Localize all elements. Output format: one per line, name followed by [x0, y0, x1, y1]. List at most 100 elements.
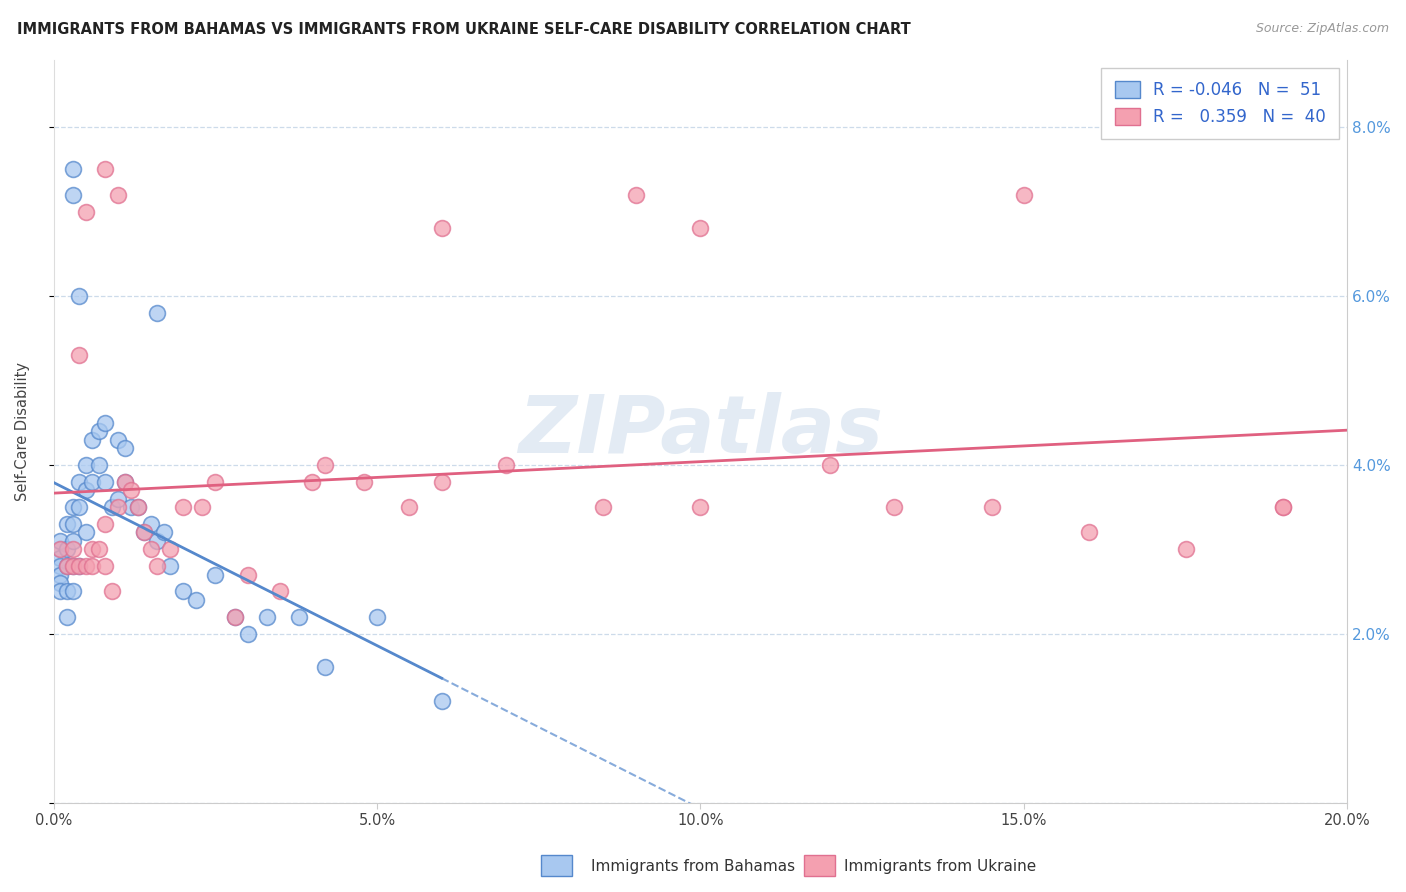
Point [101, 584, 124, 599]
Point [62, 516, 84, 531]
Point [87, 424, 110, 438]
Point [256, 609, 278, 624]
Point [224, 609, 246, 624]
Point [94, 416, 117, 430]
Point [159, 559, 181, 574]
Point [184, 593, 207, 607]
Y-axis label: Self-Care Disability: Self-Care Disability [15, 361, 30, 500]
Text: IMMIGRANTS FROM BAHAMAS VS IMMIGRANTS FROM UKRAINE SELF-CARE DISABILITY CORRELAT: IMMIGRANTS FROM BAHAMAS VS IMMIGRANTS FR… [17, 22, 911, 37]
Point [624, 187, 647, 202]
Point [75, 483, 97, 498]
Point [94, 475, 117, 489]
Point [204, 475, 226, 489]
Point [49, 576, 72, 591]
Point [139, 542, 162, 557]
Point [82, 542, 104, 557]
Point [55, 559, 77, 574]
Point [689, 221, 711, 235]
Point [134, 525, 156, 540]
Point [172, 500, 194, 514]
Point [301, 475, 323, 489]
Legend: R = -0.046   N =  51, R =   0.359   N =  40: R = -0.046 N = 51, R = 0.359 N = 40 [1101, 68, 1339, 139]
Text: ZIPatlas: ZIPatlas [517, 392, 883, 470]
Point [87, 458, 110, 472]
Point [159, 542, 181, 557]
Point [980, 500, 1002, 514]
Point [107, 187, 129, 202]
Point [204, 567, 226, 582]
Point [495, 458, 517, 472]
Point [146, 306, 169, 320]
Point [689, 500, 711, 514]
Point [49, 533, 72, 548]
Point [592, 500, 614, 514]
Point [82, 433, 104, 447]
Point [55, 516, 77, 531]
Point [139, 516, 162, 531]
Point [94, 559, 117, 574]
Point [94, 162, 117, 177]
Point [75, 525, 97, 540]
Point [146, 533, 169, 548]
Point [314, 660, 336, 674]
Point [314, 458, 336, 472]
Point [430, 694, 453, 708]
Point [49, 542, 72, 557]
Point [430, 221, 453, 235]
Point [62, 584, 84, 599]
Point [114, 475, 136, 489]
Point [269, 584, 291, 599]
Point [127, 500, 149, 514]
Point [1077, 525, 1099, 540]
Point [62, 533, 84, 548]
Point [82, 559, 104, 574]
Point [101, 500, 124, 514]
Point [146, 559, 169, 574]
Point [69, 559, 91, 574]
Point [120, 500, 142, 514]
Point [75, 204, 97, 219]
Point [49, 542, 72, 557]
Point [55, 584, 77, 599]
Point [69, 289, 91, 303]
Point [62, 542, 84, 557]
Point [152, 525, 174, 540]
Point [236, 567, 259, 582]
Point [114, 441, 136, 455]
Point [366, 609, 388, 624]
Point [107, 500, 129, 514]
Point [353, 475, 375, 489]
Point [107, 433, 129, 447]
Point [49, 567, 72, 582]
Point [49, 584, 72, 599]
Point [49, 559, 72, 574]
Point [398, 500, 420, 514]
Text: Source: ZipAtlas.com: Source: ZipAtlas.com [1256, 22, 1389, 36]
Point [55, 559, 77, 574]
Point [69, 500, 91, 514]
Point [172, 584, 194, 599]
Point [127, 500, 149, 514]
Point [69, 475, 91, 489]
Point [62, 162, 84, 177]
Point [883, 500, 905, 514]
Point [62, 500, 84, 514]
Point [236, 626, 259, 640]
Point [224, 609, 246, 624]
Point [69, 348, 91, 362]
Point [49, 550, 72, 565]
Point [288, 609, 311, 624]
Point [62, 559, 84, 574]
Point [55, 609, 77, 624]
Point [1012, 187, 1035, 202]
Point [114, 475, 136, 489]
Point [191, 500, 214, 514]
Point [69, 559, 91, 574]
Point [1174, 542, 1197, 557]
Text: Immigrants from Ukraine: Immigrants from Ukraine [844, 859, 1036, 874]
Point [75, 559, 97, 574]
Point [62, 559, 84, 574]
Point [94, 516, 117, 531]
Point [55, 542, 77, 557]
Point [62, 187, 84, 202]
